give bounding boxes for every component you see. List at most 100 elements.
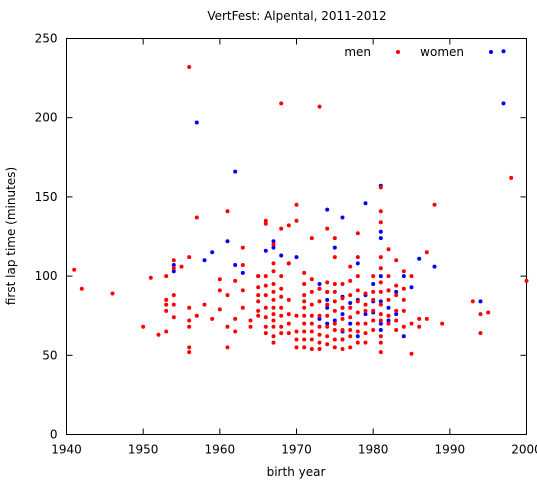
data-point-women — [164, 302, 169, 307]
data-point-women — [378, 255, 383, 260]
chart-title: VertFest: Alpental, 2011-2012 — [207, 9, 386, 23]
data-point-women — [271, 242, 276, 247]
data-point-men — [325, 207, 330, 212]
data-point-women — [309, 313, 314, 318]
data-point-women — [325, 324, 330, 329]
data-point-women — [164, 274, 169, 279]
data-point-women — [286, 223, 291, 228]
data-point-men — [378, 229, 383, 234]
data-point-women — [317, 340, 322, 345]
data-point-men — [401, 334, 406, 339]
data-point-women — [256, 274, 261, 279]
data-point-women — [340, 296, 345, 301]
data-point-women — [194, 313, 199, 318]
data-point-women — [401, 324, 406, 329]
data-point-men — [171, 269, 176, 274]
data-point-women — [355, 310, 360, 315]
data-point-women — [279, 101, 284, 106]
data-point-women — [217, 277, 222, 282]
x-tick-label: 1970 — [281, 443, 312, 457]
data-point-men — [409, 285, 414, 290]
data-point-women — [263, 315, 268, 320]
data-point-women — [294, 218, 299, 223]
data-point-women — [378, 334, 383, 339]
data-point-women — [171, 302, 176, 307]
y-tick-label: 50 — [42, 348, 57, 362]
data-point-men — [271, 245, 276, 250]
plot-frame — [66, 38, 527, 435]
data-point-men — [325, 297, 330, 302]
data-point-women — [348, 315, 353, 320]
data-point-women — [348, 328, 353, 332]
data-point-women — [156, 332, 161, 337]
data-point-women — [240, 245, 245, 250]
data-point-women — [409, 351, 414, 356]
data-point-women — [271, 305, 276, 310]
data-point-men — [378, 236, 383, 241]
data-point-men — [233, 263, 238, 267]
data-point-women — [371, 297, 376, 302]
data-point-women — [302, 270, 307, 275]
data-point-women — [355, 255, 360, 260]
data-point-women — [279, 286, 284, 291]
data-point-women — [194, 215, 199, 220]
data-point-men — [210, 250, 215, 255]
data-point-women — [171, 266, 176, 271]
data-point-women — [325, 342, 330, 347]
data-point-women — [386, 321, 391, 326]
data-point-women — [79, 286, 84, 291]
data-point-women — [332, 328, 337, 332]
data-point-women — [363, 308, 368, 313]
data-point-men — [401, 274, 406, 279]
data-point-women — [256, 285, 261, 290]
data-point-men — [325, 305, 330, 310]
data-point-women — [164, 308, 169, 313]
data-point-women — [363, 331, 368, 336]
data-point-women — [187, 305, 192, 310]
data-point-women — [309, 337, 314, 342]
data-point-women — [486, 310, 491, 315]
data-point-men — [202, 258, 207, 263]
data-point-men — [355, 261, 360, 266]
data-point-women — [263, 218, 268, 223]
data-point-men — [371, 282, 376, 286]
data-point-women — [148, 275, 153, 280]
x-tick-label: 1980 — [358, 443, 389, 457]
data-point-women — [286, 321, 291, 326]
data-point-men — [355, 334, 360, 339]
data-point-women — [286, 261, 291, 266]
data-point-women — [378, 302, 383, 307]
data-point-women — [325, 302, 330, 307]
data-point-women — [225, 209, 230, 214]
data-point-women — [309, 302, 314, 307]
data-point-women — [386, 288, 391, 293]
data-point-women — [440, 321, 445, 326]
data-point-women — [432, 202, 437, 207]
data-point-women — [187, 318, 192, 323]
data-point-women — [394, 318, 399, 323]
data-point-women — [340, 305, 345, 310]
data-point-men — [363, 312, 368, 317]
data-point-women — [286, 297, 291, 302]
data-point-men — [317, 316, 322, 321]
data-point-women — [317, 313, 322, 318]
data-point-women — [378, 280, 383, 285]
data-point-women — [340, 347, 345, 351]
data-point-women — [279, 294, 284, 299]
data-point-women — [340, 337, 345, 342]
data-point-women — [332, 308, 337, 313]
y-tick-label: 200 — [35, 111, 58, 125]
data-point-women — [386, 297, 391, 302]
data-point-women — [233, 278, 238, 283]
data-point-women — [325, 334, 330, 339]
data-point-women — [332, 236, 337, 241]
data-point-women — [363, 321, 368, 326]
data-point-women — [217, 288, 222, 293]
data-point-women — [309, 236, 314, 241]
data-point-men — [417, 256, 422, 261]
data-point-women — [309, 321, 314, 326]
x-axis-label: birth year — [267, 465, 326, 479]
data-point-women — [332, 337, 337, 342]
data-point-women — [348, 345, 353, 350]
